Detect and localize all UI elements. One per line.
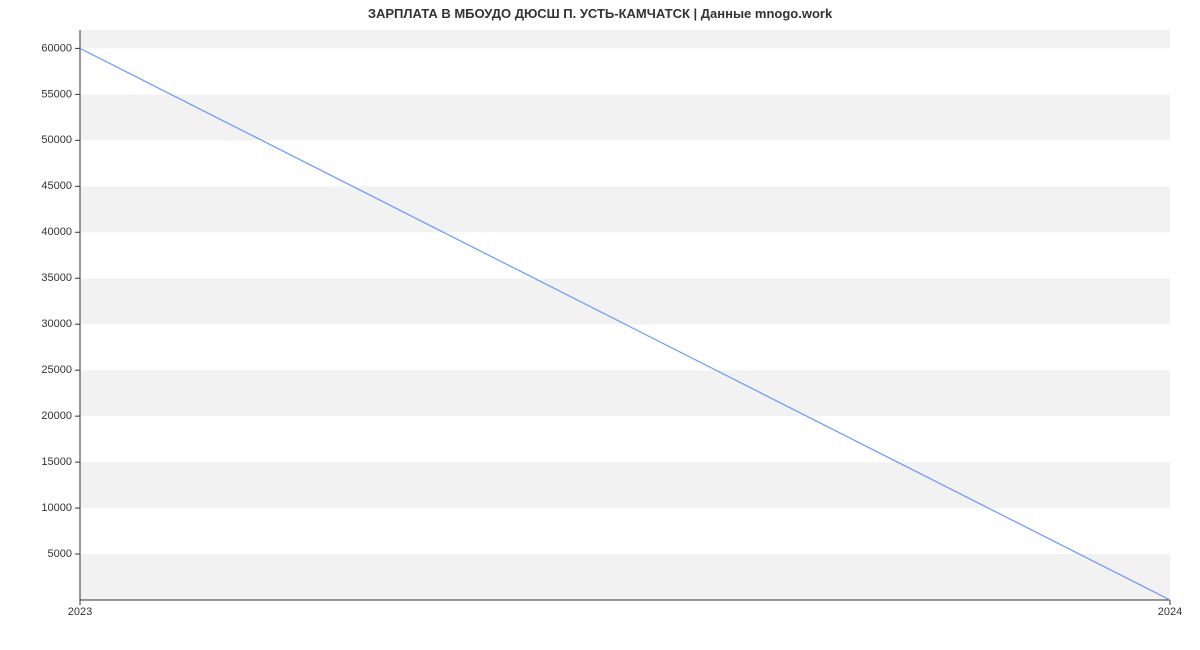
x-tick-label: 2024 (1158, 606, 1182, 618)
y-tick-label: 5000 (48, 548, 72, 560)
x-tick-label: 2023 (68, 606, 92, 618)
grid-band (80, 186, 1170, 232)
chart-svg: 5000 10000 15000 20000 25000 30000 35000 40000 4… (0, 0, 1200, 650)
grid-band (80, 94, 1170, 140)
y-tick-label: 10000 (41, 502, 72, 514)
grid-band (80, 554, 1170, 600)
y-tick-label: 25000 (41, 364, 72, 376)
y-tick-label: 35000 (41, 272, 72, 284)
line-chart: ЗАРПЛАТА В МБОУДО ДЮСШ П. УСТЬ-КАМЧАТСК … (0, 0, 1200, 650)
y-tick-label: 40000 (41, 226, 72, 238)
y-tick-label: 50000 (41, 134, 72, 146)
grid-band (80, 462, 1170, 508)
y-tick-label: 20000 (41, 410, 72, 422)
y-tick-label: 45000 (41, 180, 72, 192)
grid-band (80, 416, 1170, 462)
grid-band (80, 508, 1170, 554)
grid-band (80, 370, 1170, 416)
grid-band (80, 48, 1170, 94)
grid-band (80, 30, 1170, 48)
y-tick-label: 15000 (41, 456, 72, 468)
grid-band (80, 232, 1170, 278)
y-tick-label: 30000 (41, 318, 72, 330)
grid-band (80, 140, 1170, 186)
y-tick-label: 60000 (41, 42, 72, 54)
y-tick-label: 55000 (41, 88, 72, 100)
grid-band (80, 324, 1170, 370)
grid-band (80, 278, 1170, 324)
